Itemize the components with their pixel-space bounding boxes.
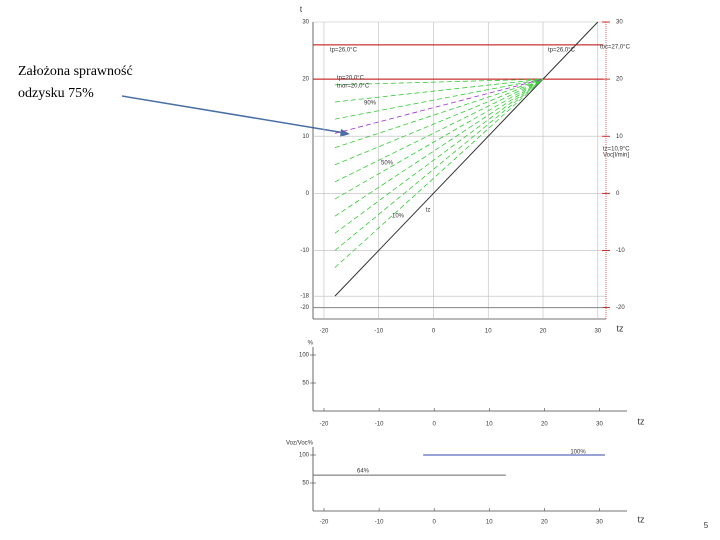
page-number: 5 <box>704 521 709 530</box>
series-line <box>334 78 544 217</box>
x-tick-label: 0 <box>433 422 437 428</box>
y-tick-label: -20 <box>300 305 309 311</box>
x-tick-label: 30 <box>596 422 603 428</box>
y-tick-label: 10 <box>302 134 309 140</box>
chart-label: Voc[l/min] <box>603 153 629 159</box>
y-tick-label: 0 <box>306 191 310 197</box>
x-tick-label: 0 <box>433 520 437 526</box>
y2-tick-label: -10 <box>616 248 625 254</box>
y-tick-label: 100 <box>299 453 310 459</box>
series-line <box>334 78 544 234</box>
y-tick-label: 20 <box>302 77 309 83</box>
y-tick-label: 30 <box>302 20 309 26</box>
series-line <box>334 21 599 297</box>
chart-label: toc=27,0°C <box>600 45 631 51</box>
series-line <box>334 78 544 268</box>
x-tick-label: 30 <box>596 520 603 526</box>
x-tick-label: 20 <box>541 422 548 428</box>
series-line <box>334 78 544 103</box>
series-line <box>334 78 544 134</box>
chart-label: 50% <box>381 161 394 167</box>
y2-tick-label: 10 <box>616 134 623 140</box>
chart-label: tp=20,0°C <box>337 76 365 82</box>
y-axis-title: Voz/Voc% <box>286 441 314 447</box>
x-tick-label: -10 <box>374 329 383 335</box>
series-line <box>334 78 544 120</box>
x-tick-label: -10 <box>375 520 384 526</box>
x-axis-title: tz <box>616 323 624 333</box>
x-tick-label: 30 <box>594 329 601 335</box>
y-tick-label: 50 <box>302 381 309 387</box>
y-axis-title: t <box>300 5 303 14</box>
x-tick-label: 10 <box>486 422 493 428</box>
chart-label: 10% <box>392 214 405 220</box>
series-line <box>334 78 544 149</box>
chart-label: tz=10,9°C <box>603 147 630 153</box>
series-line <box>334 78 544 166</box>
x-axis-title: tz <box>637 514 645 524</box>
x-tick-label: 20 <box>540 329 547 335</box>
chart-label: tnor=20,0°C <box>337 84 370 90</box>
series-line <box>334 78 544 251</box>
x-tick-label: 0 <box>432 329 436 335</box>
y2-tick-label: 30 <box>616 20 623 26</box>
y-tick-label: 50 <box>302 481 309 487</box>
chart-label: 64% <box>357 469 370 475</box>
y-tick-label: 100 <box>299 353 310 359</box>
x-tick-label: -20 <box>320 422 329 428</box>
x-tick-label: -20 <box>320 520 329 526</box>
annotation-line: odzysku 75% <box>18 86 94 101</box>
x-axis-title: tz <box>637 416 645 426</box>
x-tick-label: -20 <box>320 329 329 335</box>
annotation-line: Założona sprawność <box>18 64 133 79</box>
x-tick-label: 20 <box>541 520 548 526</box>
chart-label: 90% <box>364 101 377 107</box>
x-tick-label: -10 <box>375 422 384 428</box>
y-axis-title: % <box>308 341 314 347</box>
y-tick-label: -10 <box>300 248 309 254</box>
chart-label: 100% <box>570 450 586 456</box>
y2-tick-label: -20 <box>616 305 625 311</box>
series-line <box>334 78 544 183</box>
arrow <box>121 95 346 134</box>
y2-tick-label: 20 <box>616 77 623 83</box>
chart-label: tp=26,0°C <box>330 48 358 54</box>
series-line <box>334 78 544 200</box>
chart-label: tp=26,0°C <box>548 48 576 54</box>
y2-tick-label: 0 <box>616 191 620 197</box>
arrow-head <box>340 129 350 137</box>
y-tick-label: -18 <box>300 294 309 300</box>
series-line <box>334 78 544 86</box>
x-tick-label: 10 <box>486 520 493 526</box>
chart-label: tz <box>426 208 431 214</box>
x-tick-label: 10 <box>485 329 492 335</box>
